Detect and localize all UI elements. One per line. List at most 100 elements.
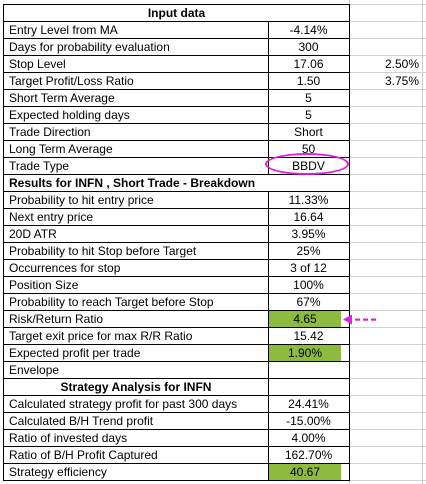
table-border <box>3 225 350 226</box>
table-border <box>3 21 350 22</box>
gridline <box>349 191 426 192</box>
row-value-bh-trend[interactable]: -15.00% <box>286 414 331 428</box>
gridline <box>349 344 426 345</box>
row-value-expected-profit[interactable]: 1.90% <box>269 345 341 362</box>
row-label-invested-days: Ratio of invested days <box>9 431 128 445</box>
dashed-left-arrow-icon <box>343 314 376 325</box>
table-border <box>3 310 350 311</box>
row-value-holding-days[interactable]: 5 <box>305 108 312 122</box>
row-value-trade-direction[interactable]: Short <box>294 125 323 139</box>
gridline <box>349 412 426 413</box>
row-label-atr: 20D ATR <box>9 227 57 241</box>
row-label-days-eval: Days for probability evaluation <box>9 40 170 54</box>
gridline <box>349 140 426 141</box>
highlight-ellipse <box>265 153 349 175</box>
row-label-trade-type: Trade Type <box>9 159 70 173</box>
table-border <box>3 293 350 294</box>
table-border <box>3 38 350 39</box>
row-label-target-ratio: Target Profit/Loss Ratio <box>9 74 134 88</box>
table-border <box>3 208 350 209</box>
section-header-input: Input data <box>147 6 206 20</box>
gridline <box>349 4 426 5</box>
row-value-prob-stop[interactable]: 25% <box>296 244 321 258</box>
gridline <box>349 259 426 260</box>
row-extra-stop-level[interactable]: 2.50% <box>384 57 419 71</box>
row-value-prob-entry[interactable]: 11.33% <box>288 193 329 207</box>
gridline <box>349 242 426 243</box>
row-value-position-size[interactable]: 100% <box>293 278 324 292</box>
table-border <box>3 4 350 5</box>
row-label-entry-level: Entry Level from MA <box>9 23 118 37</box>
table-border <box>3 157 350 158</box>
row-label-envelope: Envelope <box>9 363 60 377</box>
row-value-occurrences[interactable]: 3 of 12 <box>290 261 327 275</box>
gridline <box>349 55 426 56</box>
gridline <box>349 208 426 209</box>
section-header-strategy: Strategy Analysis for INFN <box>60 380 212 394</box>
table-border <box>268 191 269 481</box>
row-label-short-avg: Short Term Average <box>9 91 115 105</box>
gridline <box>349 123 426 124</box>
row-value-strategy-efficiency[interactable]: 40.67 <box>269 464 341 481</box>
row-value-prob-target[interactable]: 67% <box>296 295 321 309</box>
row-value-atr[interactable]: 3.95% <box>291 227 326 241</box>
gridline <box>349 157 426 158</box>
row-value-short-avg[interactable]: 5 <box>305 91 312 105</box>
row-value-entry-level[interactable]: -4.14% <box>289 23 328 37</box>
table-border <box>3 106 350 107</box>
row-value-envelope[interactable] <box>268 362 349 379</box>
row-label-strategy-profit: Calculated strategy profit for past 300 … <box>9 397 238 411</box>
section-header-results: Results for INFN , Short Trade - Breakdo… <box>9 176 256 190</box>
row-label-prob-target: Probability to reach Target before Stop <box>9 295 214 309</box>
gridline <box>349 378 426 379</box>
gridline <box>349 446 426 447</box>
table-border <box>3 259 350 260</box>
gridline <box>349 174 426 175</box>
gridline <box>349 361 426 362</box>
table-border <box>3 446 350 447</box>
gridline <box>349 429 426 430</box>
table-border <box>3 89 350 90</box>
gridline <box>349 310 426 311</box>
gridline <box>349 72 426 73</box>
row-label-position-size: Position Size <box>9 278 79 292</box>
table-border <box>3 412 350 413</box>
row-label-stop-level: Stop Level <box>9 57 66 71</box>
gridline <box>349 293 426 294</box>
table-border <box>3 242 350 243</box>
table-border <box>3 191 350 192</box>
row-label-expected-profit: Expected profit per trade <box>9 346 141 360</box>
row-label-occurrences: Occurrences for stop <box>9 261 121 275</box>
row-value-invested-days[interactable]: 4.00% <box>291 431 326 445</box>
table-border <box>3 344 350 345</box>
row-value-target-exit[interactable]: 15.42 <box>293 329 324 343</box>
table-border <box>3 174 350 175</box>
row-label-prob-stop: Probability to hit Stop before Target <box>9 244 197 258</box>
gridline <box>349 395 426 396</box>
gridline <box>349 480 426 481</box>
gridline <box>349 21 426 22</box>
row-value-next-entry[interactable]: 16.64 <box>293 210 324 224</box>
row-value-strategy-profit[interactable]: 24.41% <box>288 397 329 411</box>
table-border <box>3 395 350 396</box>
row-value-bh-captured[interactable]: 162.70% <box>284 448 333 462</box>
row-value-stop-level[interactable]: 17.06 <box>293 57 324 71</box>
gridline <box>349 106 426 107</box>
gridline <box>349 225 426 226</box>
row-value-days-eval[interactable]: 300 <box>298 40 319 54</box>
table-border <box>3 55 350 56</box>
row-label-prob-entry: Probability to hit entry price <box>9 193 154 207</box>
row-label-trade-direction: Trade Direction <box>9 125 91 139</box>
row-value-risk-return[interactable]: 4.65 <box>269 311 341 328</box>
table-border <box>3 276 350 277</box>
gridline <box>349 276 426 277</box>
table-border <box>3 140 350 141</box>
row-label-bh-trend: Calculated B/H Trend profit <box>9 414 154 428</box>
gridline <box>349 463 426 464</box>
row-extra-target-ratio[interactable]: 3.75% <box>384 74 419 88</box>
gridline <box>349 327 426 328</box>
row-label-long-avg: Long Term Average <box>9 142 113 156</box>
row-value-target-ratio[interactable]: 1.50 <box>296 74 321 88</box>
row-label-next-entry: Next entry price <box>9 210 94 224</box>
table-border <box>3 429 350 430</box>
